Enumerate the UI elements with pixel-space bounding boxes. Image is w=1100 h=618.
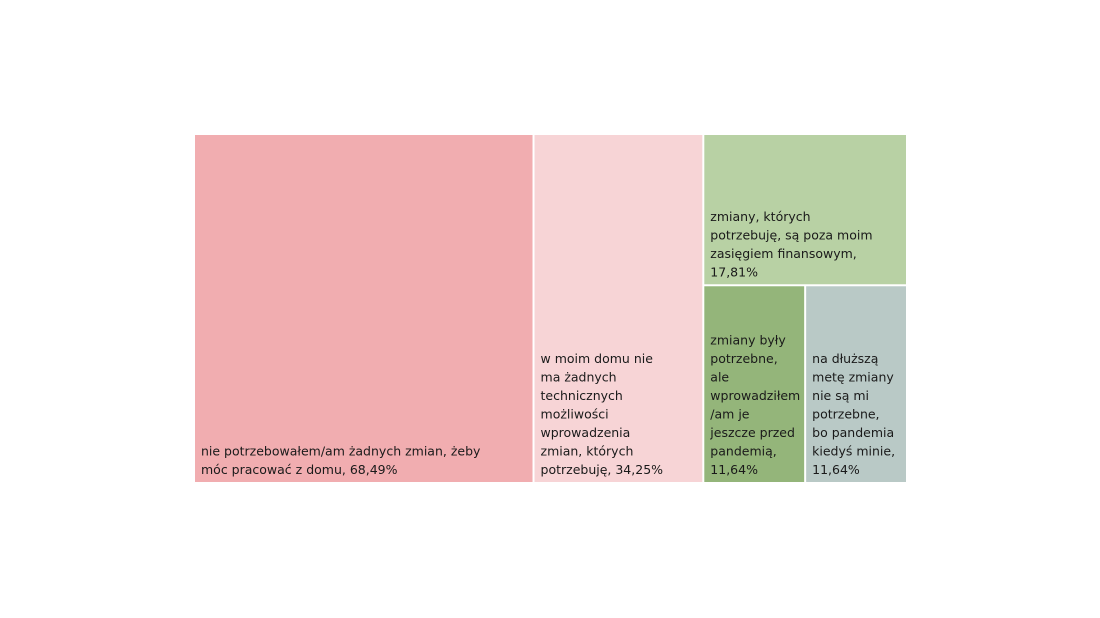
- treemap-tile-2: w moim domu nie ma żadnych technicznych moż…: [534, 135, 703, 482]
- treemap-label-2-line-3: technicznych: [541, 388, 623, 403]
- treemap-label-1-line-2: móc pracować z domu, 68,49%: [201, 462, 398, 477]
- treemap-label-4-line-8: 11,64%: [710, 462, 758, 477]
- treemap-tile-4: zmiany były potrzebne, ale wprowadziłem/am …: [704, 286, 805, 482]
- treemap-label-2-line-2: ma żadnych: [541, 370, 617, 385]
- treemap-tile-rect-2: [534, 135, 703, 482]
- treemap-label-4-line-7: pandemią,: [710, 444, 776, 459]
- treemap-label-2-line-6: zmian, których: [541, 444, 634, 459]
- treemap-label-5-line-2: metę zmiany: [812, 370, 894, 385]
- treemap-label-4-line-5: /am je: [710, 407, 749, 422]
- treemap-label-3-line-2: potrzebuję, są poza moim: [710, 227, 872, 242]
- treemap-label-5-line-5: bo pandemia: [812, 425, 894, 440]
- treemap-tile-1: nie potrzebowałem/am żadnych zmian, żeby…: [195, 135, 533, 482]
- treemap-label-5-line-4: potrzebne,: [812, 407, 879, 422]
- treemap-tile-rect-1: [195, 135, 533, 482]
- treemap-label-4-line-1: zmiany były: [710, 333, 786, 348]
- treemap-tile-rect-4: [704, 286, 805, 482]
- treemap-tile-rect-3: [704, 135, 906, 285]
- treemap-tile-5: na dłuższą metę zmiany nie są mi potrzebne,…: [806, 286, 906, 482]
- treemap-label-2-line-1: w moim domu nie: [541, 351, 654, 366]
- treemap-label-3-line-4: 17,81%: [710, 264, 758, 279]
- treemap-label-3-line-1: zmiany, których: [710, 209, 810, 224]
- treemap-label-4-line-2: potrzebne,: [710, 351, 777, 366]
- treemap-tile-3: zmiany, których potrzebuję, są poza moim z…: [704, 135, 906, 285]
- treemap-label-2-line-7: potrzebuję, 34,25%: [541, 462, 664, 477]
- treemap-label-5-line-1: na dłuższą: [812, 351, 879, 366]
- treemap-label-1-line-1: nie potrzebowałem/am żadnych zmian, żeby: [201, 444, 481, 459]
- treemap-tile-rect-5: [806, 286, 906, 482]
- treemap-label-4-line-6: jeszcze przed: [709, 425, 795, 440]
- treemap-label-2-line-4: możliwości: [541, 407, 609, 422]
- treemap-label-2-line-5: wprowadzenia: [541, 425, 631, 440]
- treemap-label-4-line-4: wprowadziłem: [710, 388, 800, 403]
- treemap-label-5-line-6: kiedyś minie,: [812, 444, 895, 459]
- treemap-label-4-line-3: ale: [710, 370, 729, 385]
- treemap-label-5-line-3: nie są mi: [812, 388, 869, 403]
- treemap-label-5-line-7: 11,64%: [812, 462, 860, 477]
- treemap-label-3-line-3: zasięgiem finansowym,: [710, 246, 856, 261]
